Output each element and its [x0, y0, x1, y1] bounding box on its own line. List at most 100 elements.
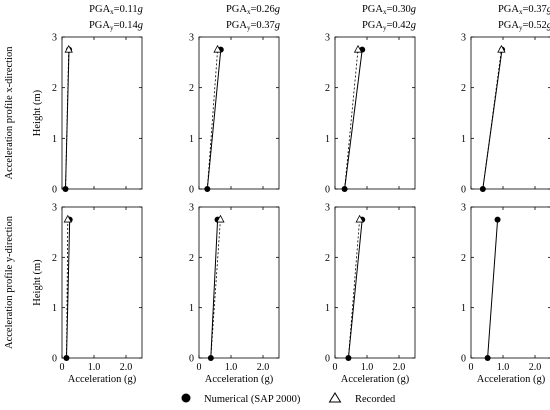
legend: Numerical (SAP 2000) Recorded [181, 392, 396, 405]
y-tick-label: 3 [325, 203, 330, 214]
pga-header-y-1: PGAy=0.14g [89, 20, 143, 32]
y-tick-label: 2 [461, 253, 466, 264]
recorded-line [65, 49, 70, 190]
numerical-line [347, 219, 363, 359]
x-axis-label: Acceleration (g) [205, 374, 274, 385]
x-tick-label: 0 [197, 362, 202, 373]
panel-x-4: 0 1 2 3 [461, 33, 550, 196]
x-tick-label: 2.0 [393, 362, 406, 373]
y-tick-label: 3 [461, 203, 466, 214]
recorded-line [344, 49, 359, 190]
numerical-point [204, 186, 211, 192]
pga-header-y-4: PGAy=0.52g [498, 20, 550, 32]
y-tick-label: 3 [52, 203, 57, 214]
legend-recorded-marker [328, 392, 342, 403]
panel-y-1: 0 1 2 3 0 1.0 2.0 Height (m) Acceleration (g) [32, 203, 143, 385]
pga-header-x-3: PGAx=0.30g [362, 4, 416, 16]
recorded-line [348, 219, 360, 359]
row-labels: Acceleration profile x-direction Accelera… [4, 46, 15, 349]
numerical-line [344, 49, 363, 190]
y-tick-label: 0 [461, 185, 466, 196]
y-tick-label: 1 [461, 134, 466, 145]
recorded-point [353, 44, 363, 53]
legend-numerical-label: Numerical (SAP 2000) [204, 394, 301, 405]
y-axis-label: Height (m) [32, 89, 43, 136]
panel-x-1: 0 1 2 3 Height (m) [32, 33, 143, 196]
recorded-line [482, 49, 502, 190]
plot-frame [334, 36, 416, 190]
y-tick-label: 2 [325, 83, 330, 94]
y-tick-label: 2 [52, 253, 57, 264]
pga-header-y-3: PGAy=0.42g [362, 20, 416, 32]
numerical-line [487, 219, 499, 359]
x-tick-label: 2.0 [120, 362, 133, 373]
numerical-point [63, 355, 70, 361]
numerical-point [207, 355, 214, 361]
plot-frame [334, 206, 416, 359]
plot-frame [470, 36, 550, 190]
y-tick-label: 1 [189, 134, 194, 145]
y-tick-label: 0 [461, 354, 466, 365]
y-tick-label: 2 [189, 253, 194, 264]
y-tick-label: 2 [189, 83, 194, 94]
y-tick-label: 1 [52, 303, 57, 314]
numerical-line [210, 219, 219, 359]
numerical-line [482, 49, 503, 190]
recorded-line [210, 219, 221, 359]
y-tick-label: 3 [189, 33, 194, 44]
y-tick-label: 1 [325, 303, 330, 314]
numerical-point [484, 355, 491, 361]
x-tick-label: 1.0 [361, 362, 374, 373]
numerical-line [66, 219, 71, 359]
numerical-point [62, 186, 69, 192]
numerical-point [479, 186, 486, 192]
numerical-point [345, 355, 352, 361]
plot-frame [61, 206, 143, 359]
y-tick-label: 3 [189, 203, 194, 214]
plot-frame [470, 206, 550, 359]
plot-frame [198, 206, 280, 359]
recorded-point [64, 44, 73, 53]
pga-header-x-1: PGAx=0.11g [89, 4, 143, 16]
y-tick-label: 3 [461, 33, 466, 44]
y-tick-label: 0 [52, 354, 57, 365]
numerical-point [341, 186, 348, 192]
y-tick-label: 3 [325, 33, 330, 44]
plot-frame [198, 36, 280, 190]
y-axis-label: Height (m) [32, 259, 43, 306]
y-tick-label: 3 [52, 33, 57, 44]
row-label-x: Acceleration profile x-direction [4, 46, 15, 180]
y-tick-label: 2 [461, 83, 466, 94]
pga-header-x-2: PGAx=0.26g [226, 4, 280, 16]
x-axis-label: Acceleration (g) [68, 374, 137, 385]
legend-recorded-label: Recorded [355, 394, 396, 405]
chart-panels: 0 1 2 3 Height (m) 0 1 2 3 0 1 2 3 0 1 2 3 0 1 2 3 0 1.0 2.0 Hei… [32, 33, 550, 385]
x-tick-label: 1.0 [88, 362, 101, 373]
y-tick-label: 2 [325, 253, 330, 264]
pga-headers: PGAx=0.11g PGAy=0.14g PGAx=0.26g PGAy=0.37g… [89, 4, 550, 32]
x-tick-label: 2.0 [529, 362, 542, 373]
numerical-point [494, 216, 501, 223]
recorded-point [497, 44, 506, 53]
y-tick-label: 0 [189, 185, 194, 196]
x-tick-label: 2.0 [257, 362, 270, 373]
x-axis-label: Acceleration (g) [341, 374, 410, 385]
recorded-line [66, 219, 69, 359]
x-tick-label: 0 [60, 362, 65, 373]
y-tick-label: 1 [325, 134, 330, 145]
y-tick-label: 1 [461, 303, 466, 314]
numerical-line [206, 49, 222, 190]
x-tick-label: 1.0 [497, 362, 510, 373]
x-tick-label: 0 [333, 362, 338, 373]
x-tick-label: 1.0 [225, 362, 238, 373]
row-label-y: Acceleration profile y-direction [4, 215, 15, 349]
x-tick-label: 0 [469, 362, 474, 373]
y-tick-label: 0 [52, 185, 57, 196]
recorded-point [355, 214, 364, 223]
y-tick-label: 1 [52, 134, 57, 145]
y-tick-label: 2 [52, 83, 57, 94]
